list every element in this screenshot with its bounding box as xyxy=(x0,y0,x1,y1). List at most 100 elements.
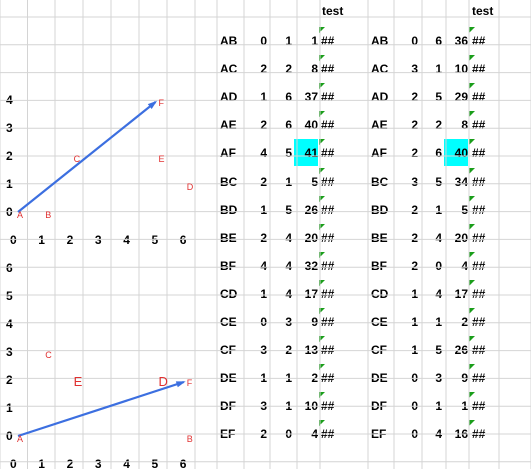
table2-dist[interactable]: 40 xyxy=(444,139,468,167)
table2-mark[interactable]: ## xyxy=(472,34,486,48)
chart2-xtick[interactable]: 6 xyxy=(179,457,187,471)
table1-pair[interactable]: EF xyxy=(220,427,236,442)
table1-dist[interactable]: 40 xyxy=(304,118,318,133)
table2-pair[interactable]: BE xyxy=(371,230,388,245)
chart1-xtick[interactable]: 1 xyxy=(38,233,45,247)
table1-dist[interactable]: 37 xyxy=(304,90,318,105)
table2-b[interactable]: 0 xyxy=(435,258,442,273)
chart2-xtick[interactable]: 1 xyxy=(38,457,45,471)
chart1-ytick[interactable]: 1 xyxy=(6,177,13,191)
table2-b[interactable]: 1 xyxy=(435,62,442,77)
table2-mark[interactable]: ## xyxy=(472,286,486,301)
table2-dist[interactable]: 34 xyxy=(454,174,468,189)
table2-dist[interactable]: 2 xyxy=(461,315,468,329)
table2-pair[interactable]: CF xyxy=(371,343,387,358)
table1-dist[interactable]: 20 xyxy=(304,230,318,245)
chart1-xtick[interactable]: 2 xyxy=(66,233,74,247)
table1-b[interactable]: 4 xyxy=(285,286,292,301)
table2-pair[interactable]: BF xyxy=(371,258,387,273)
chart1-xtick[interactable]: 4 xyxy=(123,233,130,247)
table2-dist[interactable]: 20 xyxy=(454,230,468,245)
header-test-1[interactable]: test xyxy=(322,4,344,18)
table2-mark[interactable]: ## xyxy=(472,62,486,77)
table2-dist[interactable]: 16 xyxy=(454,427,468,442)
table2-mark[interactable]: ## xyxy=(472,90,486,105)
table1-dist[interactable]: 2 xyxy=(311,371,318,386)
table1-a[interactable]: 4 xyxy=(260,258,267,273)
table1-pair[interactable]: BE xyxy=(220,230,237,245)
table1-a[interactable]: 2 xyxy=(260,427,267,442)
table1-a[interactable]: 1 xyxy=(260,371,267,386)
chart2-xtick[interactable]: 2 xyxy=(66,457,74,471)
table2-b[interactable]: 2 xyxy=(435,118,442,133)
table2-a[interactable]: 1 xyxy=(411,286,418,301)
table2-dist[interactable]: 9 xyxy=(461,371,468,386)
table1-dist[interactable]: 26 xyxy=(304,202,318,217)
table2-pair[interactable]: AE xyxy=(371,118,388,133)
chart1-xtick[interactable]: 3 xyxy=(94,233,102,247)
table1-pair[interactable]: AD xyxy=(220,90,238,105)
table2-pair[interactable]: AC xyxy=(371,62,389,77)
table2-dist[interactable]: 29 xyxy=(454,90,468,105)
table1-b[interactable]: 1 xyxy=(285,34,292,48)
chart2-ytick[interactable]: 3 xyxy=(6,345,13,359)
table2-a[interactable]: 0 xyxy=(411,34,418,48)
table1-b[interactable]: 6 xyxy=(285,118,292,133)
table1-pair[interactable]: AB xyxy=(220,34,238,48)
table1-b[interactable]: 6 xyxy=(285,90,292,105)
table1-dist[interactable]: 41 xyxy=(294,139,318,167)
table1-mark[interactable]: ## xyxy=(321,427,335,442)
table1-a[interactable]: 2 xyxy=(260,118,267,133)
table1-pair[interactable]: BF xyxy=(220,258,236,273)
table2-a[interactable]: 2 xyxy=(411,146,418,161)
table1-a[interactable]: 0 xyxy=(260,315,267,329)
table1-mark[interactable]: ## xyxy=(321,174,335,189)
table1-mark[interactable]: ## xyxy=(321,315,335,329)
chart2-ytick[interactable]: 1 xyxy=(6,401,13,415)
chart1-xtick[interactable]: 6 xyxy=(179,233,187,247)
table1-a[interactable]: 2 xyxy=(260,230,267,245)
table1-mark[interactable]: ## xyxy=(321,371,335,386)
table2-b[interactable]: 3 xyxy=(435,371,442,386)
table2-b[interactable]: 5 xyxy=(435,343,442,358)
table1-mark[interactable]: ## xyxy=(321,146,335,161)
table2-b[interactable]: 6 xyxy=(435,146,442,161)
table2-dist[interactable]: 26 xyxy=(454,343,468,358)
table1-dist[interactable]: 4 xyxy=(311,427,318,442)
table2-dist[interactable]: 5 xyxy=(461,202,468,217)
table1-a[interactable]: 1 xyxy=(260,202,267,217)
table2-mark[interactable]: ## xyxy=(472,399,486,414)
table2-b[interactable]: 1 xyxy=(435,315,442,329)
table1-pair[interactable]: DF xyxy=(220,399,236,414)
chart1-ytick[interactable]: 0 xyxy=(6,205,13,219)
table1-a[interactable]: 1 xyxy=(260,286,267,301)
table2-b[interactable]: 4 xyxy=(435,230,442,245)
table1-dist[interactable]: 32 xyxy=(304,258,318,273)
table2-pair[interactable]: AB xyxy=(371,34,389,48)
table1-pair[interactable]: BD xyxy=(220,202,238,217)
table2-pair[interactable]: DE xyxy=(371,371,388,386)
table1-mark[interactable]: ## xyxy=(321,202,335,217)
chart1-xtick[interactable]: 5 xyxy=(151,233,159,247)
table1-b[interactable]: 1 xyxy=(285,174,292,189)
table2-mark[interactable]: ## xyxy=(472,146,486,161)
chart2-xtick[interactable]: 3 xyxy=(94,457,102,471)
table1-b[interactable]: 1 xyxy=(285,399,292,414)
table2-pair[interactable]: DF xyxy=(371,399,387,414)
table1-pair[interactable]: CD xyxy=(220,286,238,301)
table2-a[interactable]: 0 xyxy=(411,399,418,414)
table1-a[interactable]: 2 xyxy=(260,62,267,77)
table2-dist[interactable]: 8 xyxy=(461,118,468,133)
table1-b[interactable]: 5 xyxy=(285,146,292,161)
chart2-xtick[interactable]: 0 xyxy=(10,457,17,471)
chart1-ytick[interactable]: 2 xyxy=(6,149,13,163)
table2-a[interactable]: 2 xyxy=(411,90,418,105)
table1-mark[interactable]: ## xyxy=(321,34,335,48)
table1-mark[interactable]: ## xyxy=(321,343,335,358)
table2-pair[interactable]: CE xyxy=(371,315,388,329)
table2-a[interactable]: 2 xyxy=(411,118,418,133)
table2-mark[interactable]: ## xyxy=(472,118,486,133)
table2-b[interactable]: 4 xyxy=(435,427,442,442)
table2-pair[interactable]: AD xyxy=(371,90,389,105)
table1-pair[interactable]: DE xyxy=(220,371,237,386)
